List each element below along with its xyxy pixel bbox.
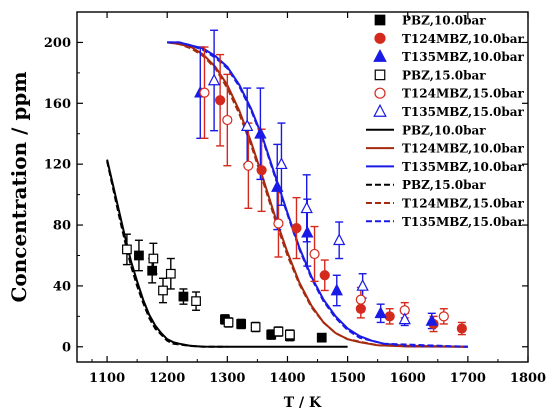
data-point-t135mbz-10-0bar bbox=[374, 306, 387, 319]
data-point-pbz-10-0bar bbox=[178, 291, 189, 302]
data-point-t135mbz-10-0bar bbox=[271, 180, 284, 192]
data-point-pbz-15-0bar bbox=[250, 322, 261, 332]
x-tick-label: 1600 bbox=[390, 371, 426, 386]
x-tick-label: 1800 bbox=[510, 371, 546, 386]
data-point-pbz-15-0bar bbox=[284, 329, 295, 340]
data-point-t124mbz-10-0bar bbox=[215, 95, 226, 106]
data-point-pbz-15-0bar bbox=[191, 296, 201, 307]
legend-label: T135MBZ,10.0bar bbox=[402, 50, 525, 64]
legend-marker-pbz-15-0bar bbox=[374, 69, 386, 81]
legend-label: T135MBZ,10.0bar bbox=[402, 160, 525, 174]
legend: PBZ,10.0bar T124MBZ,10.0bar T135MBZ,10.0ba… bbox=[366, 14, 525, 229]
data-point-t124mbz-15-0bar bbox=[273, 218, 284, 229]
y-tick-label: 80 bbox=[53, 219, 71, 234]
legend-label: T135MBZ,15.0bar bbox=[402, 105, 525, 119]
data-point-t124mbz-15-0bar bbox=[243, 160, 254, 171]
data-point-t135mbz-15-0bar bbox=[275, 157, 288, 170]
y-tick-label: 120 bbox=[44, 158, 71, 173]
x-tick-label: 1700 bbox=[450, 371, 486, 386]
x-tick-label: 1100 bbox=[89, 371, 125, 386]
x-tick-label: 1400 bbox=[269, 371, 305, 386]
data-point-pbz-15-0bar bbox=[165, 268, 176, 279]
legend-label: PBZ,15.0bar bbox=[402, 68, 486, 82]
data-point-t135mbz-15-0bar bbox=[332, 233, 346, 246]
data-point-t124mbz-10-0bar bbox=[355, 303, 366, 314]
legend-marker-t124mbz-15-0bar bbox=[374, 87, 386, 99]
axis-ticks bbox=[77, 12, 529, 362]
fit-line-t135mbz-15-0bar-dashed bbox=[167, 41, 468, 348]
fit-line-t124mbz-15-0bar-dashed bbox=[167, 41, 468, 348]
data-point-pbz-15-0bar bbox=[122, 244, 132, 255]
data-point-t135mbz-10-0bar bbox=[301, 225, 314, 238]
plot-frame bbox=[76, 11, 529, 363]
y-axis-title: Concentration / ppm bbox=[7, 71, 31, 302]
data-point-t124mbz-10-0bar bbox=[384, 311, 395, 322]
data-markers bbox=[122, 73, 467, 343]
legend-marker-pbz-10-0bar bbox=[374, 14, 386, 26]
data-point-t135mbz-15-0bar bbox=[300, 201, 313, 214]
y-tick-label: 200 bbox=[44, 36, 71, 51]
data-point-t124mbz-15-0bar bbox=[355, 294, 366, 305]
x-axis-title: T / K bbox=[284, 395, 322, 411]
data-point-pbz-10-0bar bbox=[236, 319, 247, 329]
y-tick-label: 40 bbox=[53, 279, 71, 294]
data-point-t124mbz-10-0bar bbox=[256, 165, 267, 176]
legend-marker-t135mbz-15-0bar bbox=[373, 103, 387, 117]
data-point-t124mbz-15-0bar bbox=[309, 248, 320, 260]
data-point-t124mbz-15-0bar bbox=[438, 311, 449, 322]
fit-line-pbz-15-0bar-dashed bbox=[106, 160, 228, 348]
axis-tick-labels: 1100 1200 1300 1400 1500 1600 1700 1800 0 40 80 120… bbox=[44, 36, 546, 386]
x-tick-label: 1500 bbox=[330, 371, 366, 386]
data-point-pbz-10-0bar bbox=[316, 332, 327, 343]
legend-label: PBZ,10.0bar bbox=[402, 123, 486, 137]
data-point-pbz-10-0bar bbox=[147, 265, 158, 276]
data-point-pbz-10-0bar bbox=[134, 250, 144, 261]
x-tick-label: 1300 bbox=[209, 371, 245, 386]
y-tick-label: 0 bbox=[62, 340, 71, 355]
data-point-t124mbz-10-0bar bbox=[291, 222, 302, 234]
x-tick-label: 1200 bbox=[149, 371, 185, 386]
legend-label: T124MBZ,10.0bar bbox=[402, 142, 525, 156]
legend-label: T135MBZ,15.0bar bbox=[402, 215, 525, 229]
data-point-t135mbz-15-0bar bbox=[398, 312, 411, 325]
legend-label: T124MBZ,10.0bar bbox=[402, 32, 525, 46]
fit-curves bbox=[106, 41, 468, 348]
data-point-t135mbz-15-0bar bbox=[207, 73, 221, 86]
data-point-t135mbz-15-0bar bbox=[240, 119, 254, 131]
data-point-pbz-15-0bar bbox=[273, 326, 284, 337]
legend-marker-t135mbz-10-0bar bbox=[373, 49, 387, 62]
data-point-t124mbz-10-0bar bbox=[456, 323, 467, 334]
data-point-t124mbz-15-0bar bbox=[199, 87, 210, 98]
data-point-pbz-15-0bar bbox=[148, 253, 159, 264]
legend-label: PBZ,10.0bar bbox=[402, 14, 486, 28]
legend-label: T124MBZ,15.0bar bbox=[402, 87, 525, 101]
data-point-t124mbz-15-0bar bbox=[222, 114, 233, 126]
data-point-t135mbz-10-0bar bbox=[425, 313, 438, 326]
data-point-pbz-15-0bar bbox=[223, 317, 234, 328]
data-point-pbz-15-0bar bbox=[158, 285, 168, 296]
data-point-t124mbz-10-0bar bbox=[319, 270, 330, 281]
data-point-t135mbz-15-0bar bbox=[356, 278, 369, 291]
y-tick-label: 160 bbox=[44, 97, 71, 112]
data-point-t135mbz-10-0bar bbox=[330, 283, 343, 296]
legend-label: PBZ,15.0bar bbox=[402, 178, 486, 192]
data-point-t135mbz-10-0bar bbox=[254, 126, 267, 139]
legend-marker-t124mbz-10-0bar bbox=[374, 32, 386, 44]
legend-label: T124MBZ,15.0bar bbox=[402, 197, 525, 211]
